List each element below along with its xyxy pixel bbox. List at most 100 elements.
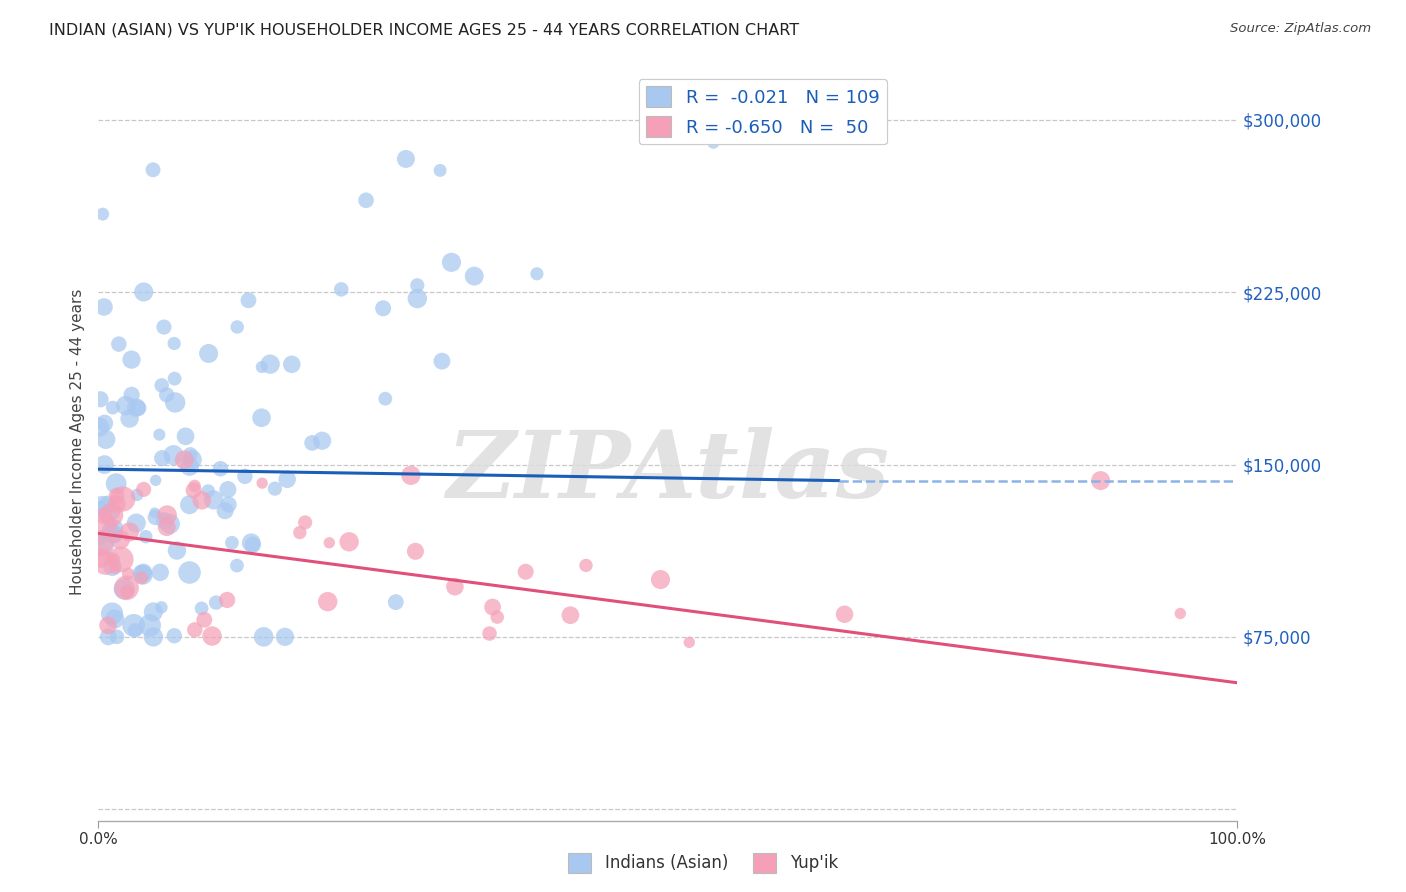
Point xyxy=(575,558,598,573)
Point xyxy=(150,600,173,615)
Point xyxy=(89,532,111,546)
Point xyxy=(132,483,155,497)
Point xyxy=(179,447,201,461)
Point xyxy=(174,429,197,443)
Point xyxy=(97,618,120,632)
Point xyxy=(179,459,201,474)
Point xyxy=(112,582,135,596)
Point xyxy=(162,448,184,462)
Point xyxy=(89,392,111,407)
Point xyxy=(101,607,124,621)
Point xyxy=(97,497,120,511)
Point xyxy=(165,395,187,409)
Point xyxy=(108,337,131,351)
Point xyxy=(101,559,124,574)
Point xyxy=(96,517,118,532)
Point xyxy=(218,498,240,512)
Point xyxy=(121,352,143,367)
Point xyxy=(93,538,115,552)
Point xyxy=(274,630,297,644)
Point xyxy=(124,624,146,638)
Point xyxy=(104,561,127,575)
Point xyxy=(702,136,724,150)
Point xyxy=(221,535,243,549)
Point xyxy=(163,629,186,643)
Point xyxy=(156,508,179,522)
Point xyxy=(135,530,157,544)
Point xyxy=(125,516,148,530)
Point xyxy=(179,498,201,512)
Point xyxy=(1168,607,1191,621)
Point xyxy=(142,605,165,619)
Point xyxy=(142,162,165,177)
Point xyxy=(166,543,188,558)
Point xyxy=(94,433,117,447)
Point xyxy=(91,207,114,221)
Point xyxy=(121,388,143,402)
Point xyxy=(318,536,340,550)
Text: Source: ZipAtlas.com: Source: ZipAtlas.com xyxy=(1230,22,1371,36)
Point xyxy=(253,630,276,644)
Point xyxy=(444,580,467,594)
Point xyxy=(148,427,170,442)
Point xyxy=(238,293,260,308)
Point xyxy=(132,568,155,582)
Point xyxy=(131,571,153,585)
Point xyxy=(101,552,124,566)
Point xyxy=(93,508,115,523)
Point xyxy=(481,600,503,615)
Point xyxy=(463,269,485,284)
Point xyxy=(406,278,429,293)
Point xyxy=(89,551,111,566)
Point xyxy=(250,359,273,374)
Point xyxy=(429,163,451,178)
Point xyxy=(139,618,162,632)
Point xyxy=(678,635,700,649)
Point xyxy=(226,558,249,573)
Point xyxy=(93,458,115,472)
Point xyxy=(128,401,150,415)
Legend: R =  -0.021   N = 109, R = -0.650   N =  50: R = -0.021 N = 109, R = -0.650 N = 50 xyxy=(638,79,887,145)
Point xyxy=(281,357,304,371)
Point xyxy=(132,566,155,580)
Point xyxy=(155,388,177,402)
Point xyxy=(242,538,264,552)
Point xyxy=(104,612,127,626)
Point xyxy=(118,524,141,539)
Point xyxy=(163,336,186,351)
Point xyxy=(406,292,429,306)
Point xyxy=(90,536,112,550)
Y-axis label: Householder Income Ages 25 - 44 years: Householder Income Ages 25 - 44 years xyxy=(69,288,84,595)
Point xyxy=(217,593,239,607)
Point xyxy=(94,556,117,570)
Point xyxy=(209,461,232,475)
Point xyxy=(515,565,537,579)
Point xyxy=(217,483,239,497)
Point xyxy=(259,357,281,371)
Point xyxy=(399,468,422,483)
Point xyxy=(560,608,582,623)
Point xyxy=(526,267,548,281)
Point xyxy=(93,300,115,314)
Point xyxy=(105,497,128,511)
Text: INDIAN (ASIAN) VS YUP'IK HOUSEHOLDER INCOME AGES 25 - 44 YEARS CORRELATION CHART: INDIAN (ASIAN) VS YUP'IK HOUSEHOLDER INC… xyxy=(49,22,800,37)
Point xyxy=(202,492,225,507)
Point xyxy=(337,534,360,549)
Point xyxy=(288,525,311,540)
Point xyxy=(404,544,426,558)
Point xyxy=(193,613,215,627)
Point xyxy=(371,301,394,316)
Point xyxy=(834,607,856,622)
Point xyxy=(650,573,672,587)
Point xyxy=(264,482,287,496)
Point xyxy=(316,594,339,608)
Point xyxy=(105,488,128,502)
Point xyxy=(190,601,212,615)
Point xyxy=(105,630,128,644)
Point xyxy=(93,416,115,430)
Point xyxy=(163,372,186,386)
Point xyxy=(179,566,201,580)
Point xyxy=(191,493,214,508)
Point xyxy=(197,346,219,360)
Point xyxy=(145,510,167,524)
